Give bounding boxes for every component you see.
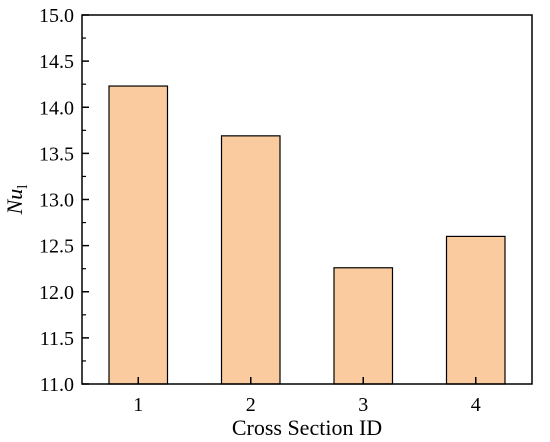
y-tick-label: 13.5: [39, 143, 74, 165]
x-tick-label: 1: [133, 394, 143, 416]
plot-frame: [81, 14, 533, 385]
bar-2: [220, 135, 281, 385]
y-tick-label: 11.5: [40, 328, 74, 350]
y-axis-title-subscript: l: [15, 185, 31, 189]
y-tick-label: 13.0: [39, 190, 74, 212]
y-tick-label: 14.0: [39, 97, 74, 119]
x-tick-label: 4: [471, 394, 481, 416]
y-axis-ticks: 11.0 11.5 12.0 12.5 13.0 13.5 14.0 14.5 15.0: [39, 5, 89, 396]
x-tick-label: 2: [246, 394, 256, 416]
y-tick-label: 15.0: [39, 5, 74, 27]
bar-3: [333, 267, 394, 385]
y-tick-label: 14.5: [39, 51, 74, 73]
x-axis-title: Cross Section ID: [232, 415, 382, 440]
x-tick-label: 3: [358, 394, 368, 416]
y-tick-label: 11.0: [40, 374, 74, 396]
y-tick-label: 12.0: [39, 282, 74, 304]
bars-group: [108, 85, 506, 385]
bar-4: [445, 235, 506, 385]
y-axis-title: Nul: [2, 185, 31, 216]
y-tick-label: 12.5: [39, 236, 74, 258]
bar-1: [108, 85, 169, 385]
x-axis-ticks: 1 2 3 4: [133, 377, 481, 416]
y-axis-title-main: Nu: [2, 189, 27, 216]
